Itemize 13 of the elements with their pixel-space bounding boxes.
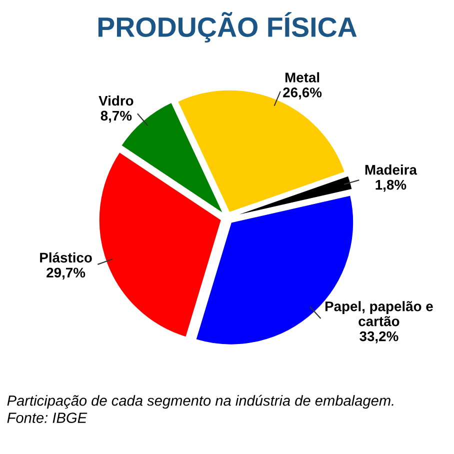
slice-label: Plástico	[40, 252, 92, 263]
data-label: 1,8%	[376, 180, 406, 192]
chart-title: PRODUÇÃO FÍSICA	[98, 12, 357, 42]
data-label: 8,7%	[100, 110, 132, 123]
text: Participação de cada segmento na indústria de embalagem.	[7, 394, 394, 409]
data-label: 29,7%	[46, 268, 86, 280]
slice-label: Madeira	[365, 164, 418, 175]
slice-label: Metal	[285, 72, 320, 82]
slice-label: Papel, papelão e cartão	[325, 301, 433, 326]
slice-label: Vidro	[98, 95, 134, 106]
data-label: 26,6%	[283, 88, 322, 100]
data-label: 33,2%	[360, 331, 398, 344]
source-note: Fonte: IBGE	[7, 412, 88, 423]
